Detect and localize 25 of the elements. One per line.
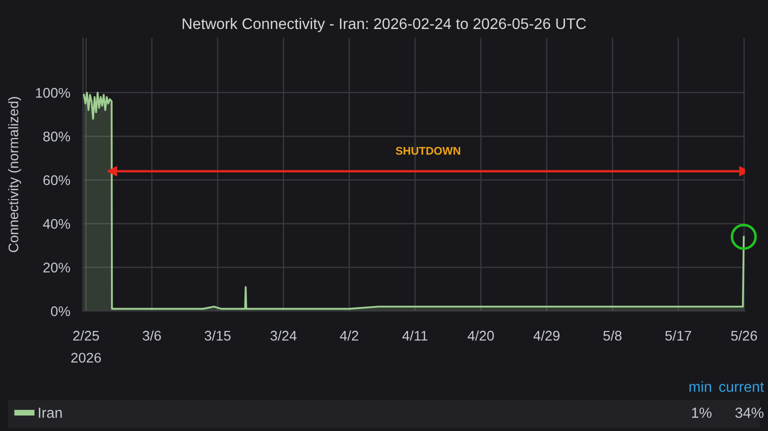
y-tick-label: 20%: [43, 262, 70, 272]
text: 34%: [735, 408, 764, 418]
y-tick-label: 60%: [43, 175, 70, 186]
chart-title: Network Connectivity - Iran: 2026-02-24 to 2026-05-26 UTC: [182, 18, 586, 32]
x-tick-label: 5/26: [731, 330, 757, 341]
y-tick-label: 0%: [50, 306, 70, 316]
x-tick-label: 4/2: [340, 330, 358, 341]
x-tick-label: 4/11: [402, 330, 428, 341]
x-tick-label: 3/15: [204, 330, 231, 341]
x-tick-label: 5/8: [603, 330, 622, 341]
x-tick-label: 4/20: [468, 330, 494, 341]
y-tick-label: 40%: [43, 218, 70, 229]
text: current: [719, 382, 764, 392]
y-axis-title: Connectivity (normalized): [8, 97, 22, 252]
text: 1%: [692, 408, 712, 418]
y-tick-label: 100%: [36, 88, 70, 98]
text: min: [689, 381, 712, 392]
annotation: SHUTDOWN: [396, 146, 460, 155]
y-tick-label: 80%: [43, 132, 70, 142]
x-tick-label: 4/29: [533, 330, 560, 341]
x-tick-label: 2/25 2026: [71, 330, 101, 363]
legend-label: Iran: [38, 408, 62, 418]
x-tick-label: 5/17: [665, 330, 692, 341]
x-tick-label: 3/6: [142, 330, 161, 341]
x-tick-label: 3/24: [270, 330, 297, 341]
